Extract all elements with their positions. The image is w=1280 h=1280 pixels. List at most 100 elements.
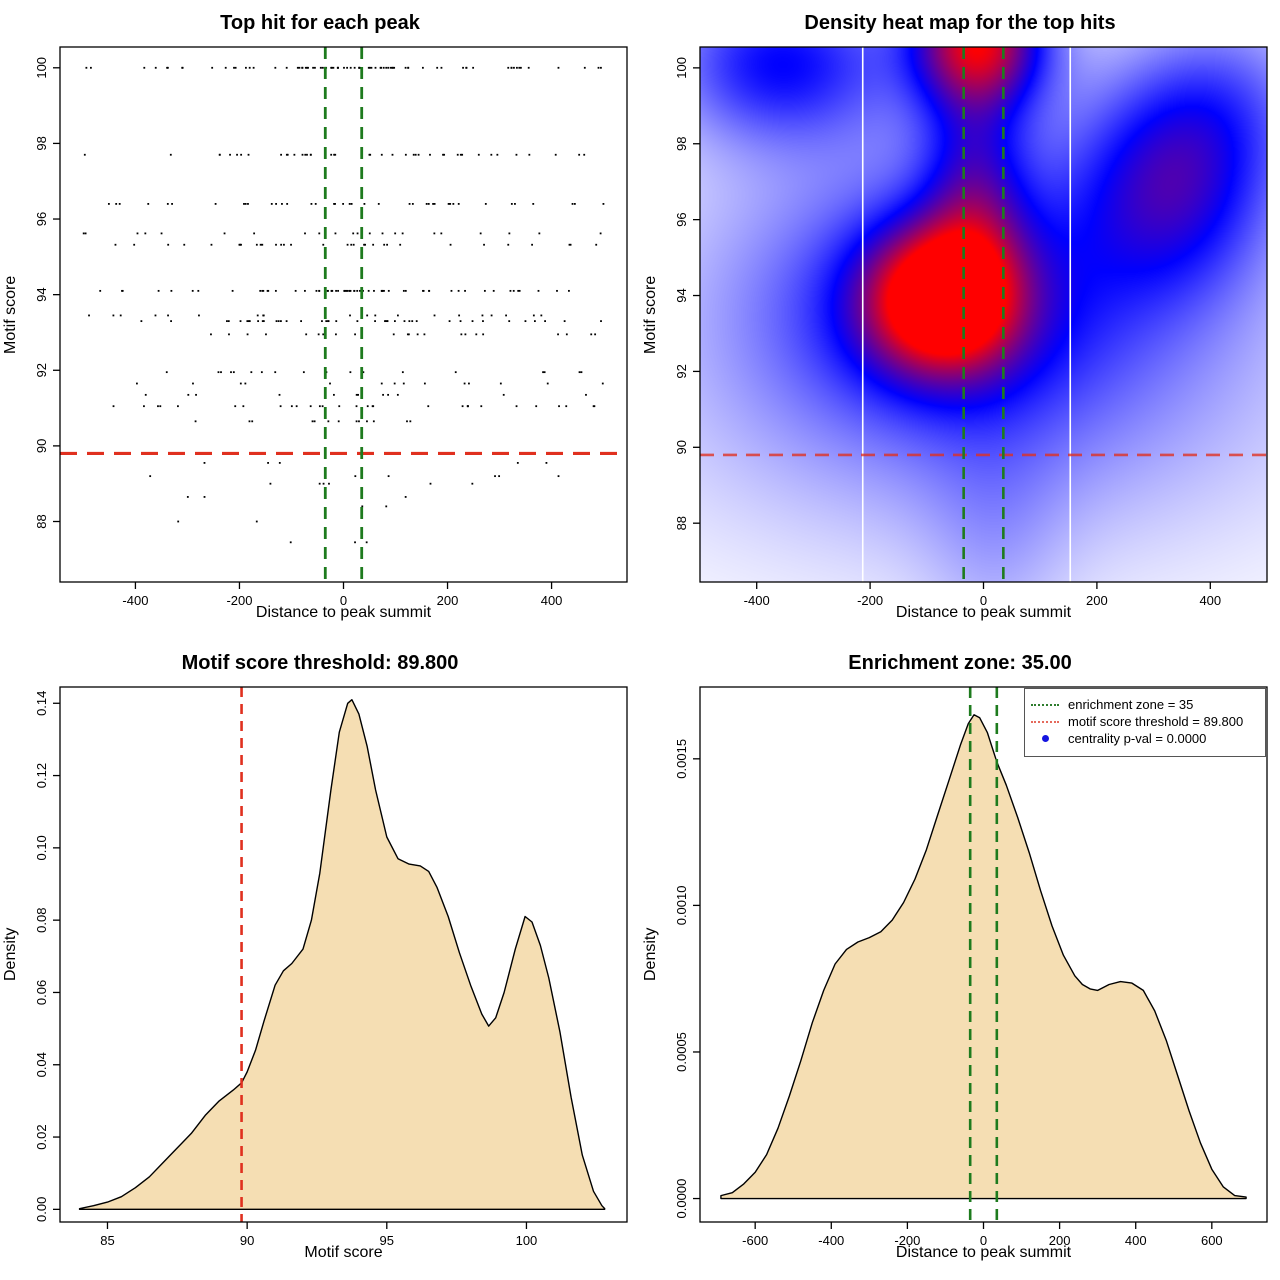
- data-point: [159, 405, 162, 408]
- y-tick-label: 0.06: [34, 980, 49, 1005]
- data-point: [89, 66, 92, 69]
- data-point: [531, 243, 533, 246]
- data-point: [279, 405, 282, 408]
- data-point: [595, 243, 598, 246]
- data-point: [432, 203, 434, 205]
- data-point: [322, 243, 325, 246]
- data-point: [423, 382, 426, 385]
- x-tick-label: 0: [980, 593, 987, 608]
- legend-item-centrality-pval: centrality p-val = 0.0000: [1031, 730, 1259, 747]
- data-point: [356, 289, 359, 292]
- data-point: [231, 289, 234, 292]
- data-point: [384, 320, 386, 323]
- data-point: [244, 203, 247, 205]
- data-point: [329, 382, 331, 385]
- data-point: [515, 405, 518, 408]
- data-point: [334, 153, 337, 156]
- data-point: [278, 393, 281, 396]
- x-tick-label: 100: [516, 1233, 538, 1248]
- data-point: [244, 382, 247, 385]
- data-point: [321, 405, 324, 408]
- data-point: [475, 333, 478, 336]
- data-point: [157, 289, 160, 292]
- data-point: [404, 66, 407, 69]
- data-point: [118, 203, 121, 205]
- data-point: [362, 371, 365, 374]
- data-point: [314, 203, 317, 205]
- data-point: [312, 66, 314, 69]
- data-point: [368, 153, 371, 156]
- data-point: [285, 320, 288, 323]
- data-point: [330, 153, 333, 156]
- data-point: [166, 66, 169, 69]
- data-point: [187, 393, 190, 396]
- data-point: [578, 153, 581, 156]
- data-point: [210, 333, 212, 336]
- data-point: [349, 66, 352, 69]
- data-point: [372, 243, 375, 246]
- data-point: [518, 66, 521, 69]
- heatmap-y-axis-label: Motif score: [642, 275, 659, 354]
- data-point: [516, 462, 519, 464]
- y-tick-label: 96: [674, 212, 689, 226]
- data-point: [534, 320, 536, 323]
- data-point: [514, 203, 516, 205]
- data-point: [354, 475, 357, 478]
- data-point: [322, 333, 325, 336]
- data-point: [573, 203, 576, 205]
- data-point: [147, 203, 150, 205]
- data-point: [382, 66, 385, 69]
- data-point: [565, 405, 568, 408]
- data-point: [342, 203, 345, 205]
- score-density-plot: 85 90 95 100 0.00 0.02 0.04 0.06 0.08 0.10 0.12 0.1…: [34, 686, 628, 1248]
- y-tick-label: 88: [674, 516, 689, 530]
- data-point: [266, 289, 269, 292]
- data-point: [307, 66, 309, 69]
- data-point: [508, 232, 511, 235]
- data-point: [318, 482, 321, 485]
- data-point: [404, 289, 407, 292]
- data-point: [381, 232, 384, 235]
- data-point: [233, 66, 235, 69]
- data-point: [302, 371, 305, 374]
- data-point: [177, 405, 179, 408]
- data-point: [274, 66, 277, 69]
- data-point: [170, 320, 172, 323]
- data-point: [412, 153, 415, 156]
- legend-item-enrichment-zone: enrichment zone = 35: [1031, 696, 1259, 713]
- score-density-x-axis-label: Motif score: [304, 1244, 383, 1261]
- data-point: [518, 289, 521, 292]
- data-point: [99, 289, 102, 292]
- data-point: [380, 66, 383, 69]
- data-point: [358, 420, 360, 423]
- data-point: [366, 405, 369, 408]
- data-point: [265, 333, 267, 336]
- data-point: [260, 371, 263, 374]
- data-point: [167, 243, 170, 246]
- data-point: [557, 333, 559, 336]
- data-point: [88, 314, 90, 317]
- data-point: [448, 320, 451, 323]
- data-point: [192, 382, 194, 385]
- data-point: [368, 66, 371, 69]
- data-point: [167, 314, 169, 317]
- y-tick-label: 92: [34, 363, 49, 377]
- data-point: [274, 371, 277, 374]
- data-point: [261, 243, 264, 246]
- data-point: [546, 382, 549, 385]
- data-point: [309, 405, 312, 408]
- y-tick-label: 94: [674, 288, 689, 302]
- data-point: [325, 320, 328, 323]
- data-point: [583, 153, 586, 156]
- data-point: [397, 314, 399, 317]
- legend-label: motif score threshold = 89.800: [1068, 714, 1244, 729]
- data-point: [251, 420, 254, 423]
- data-point: [337, 66, 339, 69]
- data-point: [338, 405, 341, 408]
- data-point: [170, 289, 173, 292]
- data-point: [404, 496, 407, 498]
- density-curve: [78, 699, 606, 1211]
- data-point: [326, 289, 329, 292]
- data-point: [356, 320, 359, 323]
- data-point: [317, 333, 320, 336]
